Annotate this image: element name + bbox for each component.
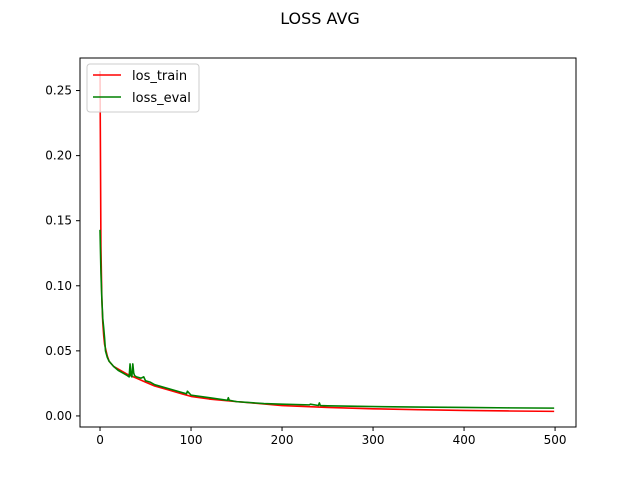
legend-label-eval: loss_eval [132, 91, 191, 106]
x-tick-label: 300 [362, 433, 385, 447]
x-tick-label: 400 [453, 433, 476, 447]
y-tick-label: 0.20 [45, 149, 72, 163]
y-tick-label: 0.10 [45, 279, 72, 293]
y-axis-ticks: 0.00 0.05 0.10 0.15 0.20 0.25 [45, 84, 80, 423]
y-tick-label: 0.05 [45, 344, 72, 358]
y-tick-label: 0.25 [45, 84, 72, 98]
series-line-loss-eval [99, 229, 555, 409]
legend: los_train loss_eval [86, 63, 200, 113]
chart-title: LOSS AVG [280, 9, 360, 28]
x-axis-ticks: 0 100 200 300 400 500 [96, 427, 567, 447]
x-tick-label: 100 [180, 433, 203, 447]
plot-layer [99, 71, 555, 413]
x-tick-label: 200 [271, 433, 294, 447]
axes-frame [79, 57, 577, 428]
y-tick-label: 0.00 [45, 409, 72, 423]
x-tick-label: 0 [96, 433, 104, 447]
legend-label-train: los_train [132, 69, 187, 84]
x-tick-label: 500 [544, 433, 567, 447]
y-tick-label: 0.15 [45, 214, 72, 228]
legend-box [86, 63, 200, 113]
